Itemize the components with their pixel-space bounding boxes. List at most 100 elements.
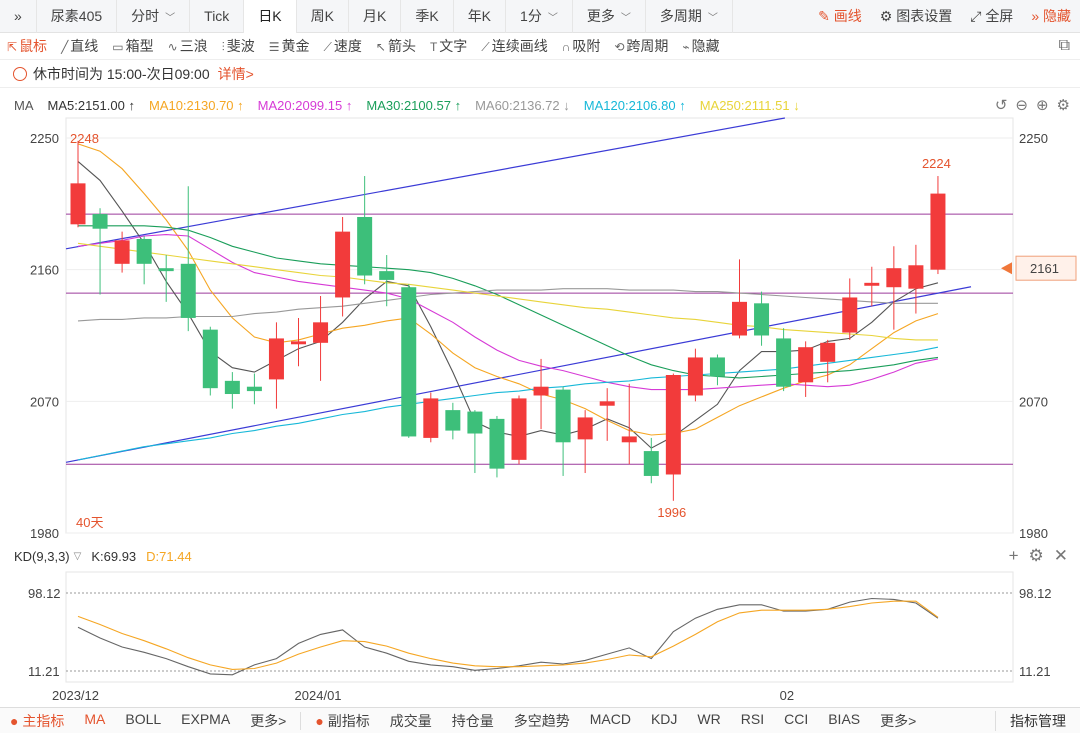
expand-sidebar-button[interactable]: »: [0, 0, 37, 33]
candle: [379, 255, 395, 307]
tool-8[interactable]: T 文字: [423, 36, 474, 56]
main-indicator-0[interactable]: MA: [84, 710, 106, 727]
draw-line-button[interactable]: ✎ 画线: [809, 0, 871, 33]
kd-d-value: D:71.44: [146, 548, 192, 564]
indicator-bar: ● 主指标 MA BOLL EXPMA 更多> ● 副指标 成交量 持仓量 多空趋势 MAC…: [0, 707, 1080, 733]
sub-indicator-8[interactable]: BIAS: [828, 710, 861, 727]
ma-title[interactable]: MA: [14, 97, 34, 113]
zoom-in-icon[interactable]: ⊕: [1035, 97, 1049, 114]
candle-body: [268, 338, 284, 380]
line-icon: ╱: [61, 40, 69, 54]
tool-7[interactable]: ↖ 箭头: [369, 36, 423, 56]
sub-indicator-7[interactable]: CCI: [784, 710, 809, 727]
notice-detail-link[interactable]: 详情>: [217, 65, 254, 82]
kd-title[interactable]: KD(9,3,3): [14, 548, 70, 564]
candle: [842, 278, 858, 340]
tool-5[interactable]: ☰ 黄金: [262, 36, 317, 56]
candle-body: [224, 380, 240, 395]
y-tick-right: 1980: [1019, 526, 1048, 541]
ma-legend-value: MA10:2130.70: [148, 97, 234, 113]
close-icon[interactable]: ✕: [1053, 546, 1068, 565]
sub-indicator-6[interactable]: RSI: [740, 710, 765, 727]
y-tick-left: 2070: [30, 394, 59, 409]
candle: [423, 392, 439, 443]
candle-body: [489, 418, 505, 469]
hide-panel-button[interactable]: » 隐藏: [1022, 0, 1080, 33]
tool-4[interactable]: ⫶ 斐波: [215, 36, 262, 56]
magnet-icon: ∩: [561, 40, 571, 54]
chevron-down-icon: ﹀: [707, 12, 718, 24]
reset-icon[interactable]: ↺: [994, 97, 1008, 114]
layout-icon[interactable]: ⧉: [1058, 37, 1070, 54]
chevron-down-icon[interactable]: ▽: [73, 550, 82, 562]
candle-body: [70, 183, 86, 225]
main-indicator-2[interactable]: EXPMA: [181, 710, 231, 727]
drawing-toolbar: ⇱ 鼠标 ╱ 直线 ▭ 箱型 ∿ 三浪 ⫶ 斐波 ☰ 黄金 ⟋ 速度 ↖ 箭头 T 文字 ⟋ 连续画线 ∩ 吸附 ⟲ 跨周期 ⌁…: [0, 33, 1080, 60]
ma-legend: MA MA5:2151.00 ↑ MA10:2130.70 ↑ MA20:2099.…: [0, 93, 1080, 117]
indicator-dot-icon: ●: [10, 712, 23, 729]
candle-body: [246, 386, 262, 392]
tab-9[interactable]: 多周期 ﹀: [646, 0, 733, 33]
chart-settings-button[interactable]: ⚙ 图表设置: [871, 0, 961, 33]
instrument-name[interactable]: 尿素405: [37, 0, 118, 33]
sub-indicator-4[interactable]: KDJ: [650, 710, 678, 727]
tab-1[interactable]: Tick: [190, 0, 245, 33]
trend-arrow-icon: ↑: [233, 97, 244, 113]
candle: [92, 208, 108, 295]
kd-tick-right: 11.21: [1019, 664, 1051, 679]
candle: [313, 296, 329, 381]
sub-indicator-2[interactable]: 多空趋势: [513, 712, 570, 729]
tool-6[interactable]: ⟋ 速度: [316, 36, 368, 56]
trend-arrow-icon: ↑: [675, 97, 686, 113]
candle-body: [621, 436, 637, 443]
candle-body: [930, 193, 946, 270]
sub-indicator-1[interactable]: 持仓量: [451, 712, 494, 729]
gear-icon[interactable]: ⚙: [1028, 546, 1044, 565]
tab-8[interactable]: 更多 ﹀: [573, 0, 646, 33]
zoom-out-icon[interactable]: ⊖: [1015, 97, 1028, 114]
tool-0[interactable]: ⇱ 鼠标: [0, 36, 54, 56]
tool-10[interactable]: ∩ 吸附: [555, 36, 608, 56]
tab-7[interactable]: 1分 ﹀: [506, 0, 573, 33]
ma-legend-value: MA30:2100.57: [366, 97, 451, 113]
tab-5[interactable]: 季K: [401, 0, 454, 33]
kd-k-value: K:69.93: [91, 548, 137, 564]
tool-2[interactable]: ▭ 箱型: [105, 36, 160, 56]
main-indicator-1[interactable]: BOLL: [125, 710, 162, 727]
tool-11[interactable]: ⟲ 跨周期: [607, 36, 675, 56]
tab-4[interactable]: 月K: [349, 0, 402, 33]
chevron-down-icon: ﹀: [547, 12, 558, 24]
candle: [643, 437, 659, 484]
plot-frame: [65, 117, 1014, 534]
candle-body: [643, 451, 659, 476]
tool-1[interactable]: ╱ 直线: [54, 36, 105, 56]
indicator-manage-button[interactable]: 指标管理: [995, 710, 1080, 731]
fullscreen-button[interactable]: ⤢ 全屏: [961, 0, 1022, 33]
main-indicator-3[interactable]: 更多>: [250, 712, 287, 729]
tool-label: 文字: [439, 38, 468, 54]
tab-2[interactable]: 日K: [244, 0, 297, 33]
wave-icon: ∿: [167, 40, 178, 54]
sub-indicator-0[interactable]: 成交量: [389, 712, 432, 729]
candle: [820, 339, 836, 383]
current-price-arrow-icon: [1001, 262, 1012, 275]
candle: [180, 186, 196, 332]
tool-9[interactable]: ⟋ 连续画线: [474, 36, 554, 56]
candle: [268, 322, 284, 409]
ma-legend-item: MA10:2130.70 ↑: [149, 98, 244, 113]
tab-0[interactable]: 分时 ﹀: [117, 0, 191, 33]
tab-label: 更多: [586, 7, 615, 24]
tool-3[interactable]: ∿ 三浪: [161, 36, 215, 56]
sub-indicator-5[interactable]: WR: [697, 710, 721, 727]
tab-6[interactable]: 年K: [454, 0, 507, 33]
settings-icon[interactable]: ⚙: [1056, 97, 1070, 114]
tab-3[interactable]: 周K: [297, 0, 349, 33]
sub-indicator-3[interactable]: MACD: [589, 710, 631, 727]
tab-label: Tick: [204, 7, 230, 24]
sub-indicator-9[interactable]: 更多>: [880, 712, 917, 729]
candle: [136, 236, 152, 285]
add-indicator-icon[interactable]: +: [1008, 546, 1019, 565]
tool-12[interactable]: ⌁ 隐藏: [675, 36, 726, 56]
tool-label: 速度: [333, 38, 362, 54]
